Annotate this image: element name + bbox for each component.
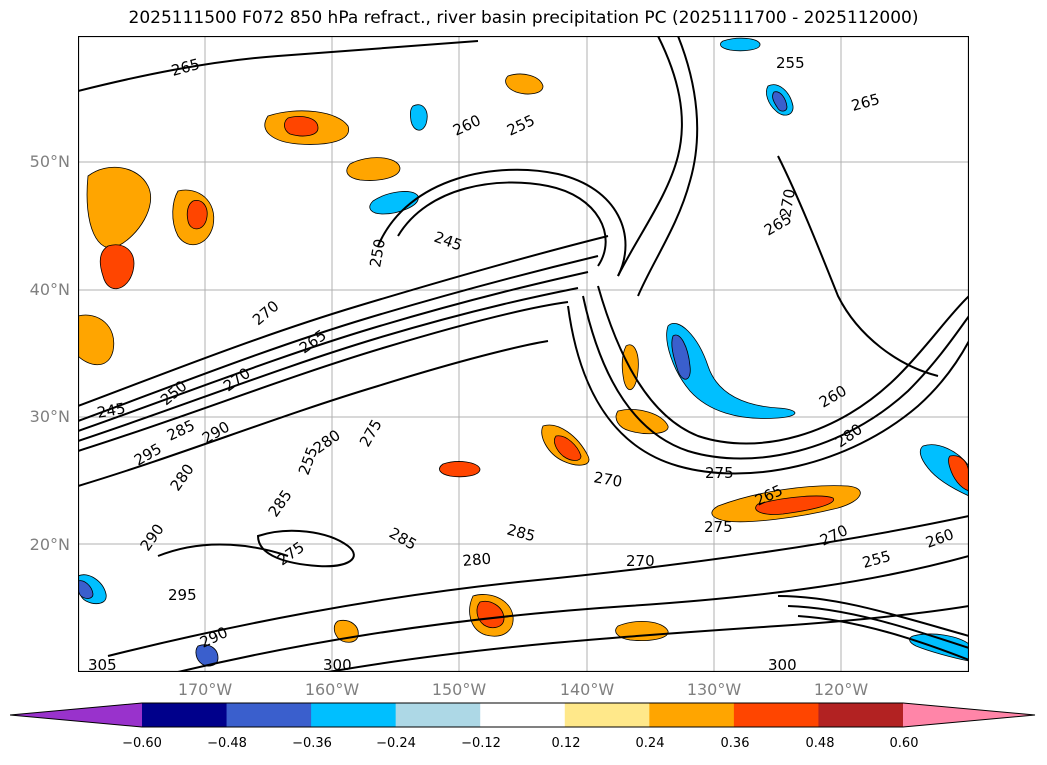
precip-blob xyxy=(99,244,135,289)
precip-blob xyxy=(86,167,151,249)
colorbar-segment xyxy=(311,703,397,727)
contour-label: 300 xyxy=(323,656,352,672)
lon-label-150w: 150°W xyxy=(431,680,487,699)
colorbar xyxy=(10,702,1036,728)
precip-blob xyxy=(439,461,481,478)
colorbar-tick-label: −0.60 xyxy=(122,736,162,751)
colorbar-segment xyxy=(226,703,312,727)
lon-label-140w: 140°W xyxy=(559,680,615,699)
contour-label: 255 xyxy=(776,54,805,72)
map-panel: 265 255 260 255 265 250 245 270 265 250 … xyxy=(78,36,969,672)
colorbar-segment xyxy=(564,703,650,727)
contour-label: 295 xyxy=(168,586,197,604)
precip-blob xyxy=(554,435,582,461)
colorbar-extend-high xyxy=(903,703,1035,727)
colorbar-tick-label: 0.60 xyxy=(889,736,919,751)
contour-label: 280 xyxy=(462,550,492,570)
lat-label-20: 20°N xyxy=(29,535,70,554)
precip-blob xyxy=(410,104,428,131)
precip-blob xyxy=(948,455,969,492)
precip-blob xyxy=(346,157,401,181)
colorbar-tick-label: −0.12 xyxy=(461,736,501,751)
precip-blob xyxy=(284,116,319,137)
precip-blob xyxy=(78,314,115,366)
precip-blob xyxy=(476,600,505,629)
colorbar-segment xyxy=(142,703,228,727)
colorbar-outline xyxy=(10,702,1036,728)
contour-label: 270 xyxy=(626,552,655,570)
lon-label-170w: 170°W xyxy=(177,680,233,699)
refractivity-contours xyxy=(78,36,969,672)
map-background xyxy=(78,36,969,672)
colorbar-tick-label: −0.36 xyxy=(292,736,332,751)
precip-blob xyxy=(369,191,419,215)
precip-blob xyxy=(195,644,219,667)
colorbar-segment xyxy=(480,703,566,727)
contour-label: 300 xyxy=(768,656,797,672)
plot-title: 2025111500 F072 850 hPa refract., river … xyxy=(128,8,919,28)
lat-label-30: 30°N xyxy=(29,407,70,426)
colorbar-tick-label: −0.24 xyxy=(376,736,416,751)
contour-label: 250 xyxy=(366,237,389,268)
colorbar-tick-label: 0.12 xyxy=(551,736,581,751)
colorbar-segment xyxy=(395,703,481,727)
colorbar-tick-label: 0.48 xyxy=(805,736,835,751)
map-frame xyxy=(78,36,969,672)
precip-blob xyxy=(719,37,761,52)
precip-blob xyxy=(772,91,788,112)
lon-label-120w: 120°W xyxy=(813,680,869,699)
precip-blob xyxy=(671,334,691,380)
precip-blobs xyxy=(78,37,969,667)
lon-label-160w: 160°W xyxy=(304,680,360,699)
contour-label: 275 xyxy=(704,518,733,536)
contour-label: 270 xyxy=(776,187,799,218)
contour-label: 305 xyxy=(88,656,117,672)
colorbar-segment xyxy=(818,703,904,727)
colorbar-tick-label: 0.36 xyxy=(720,736,750,751)
colorbar-tick-label: −0.48 xyxy=(207,736,247,751)
colorbar-extend-low xyxy=(10,703,142,727)
lat-label-40: 40°N xyxy=(29,280,70,299)
contour-label: 275 xyxy=(705,464,734,482)
contour-label: 245 xyxy=(96,399,127,422)
colorbar-segment xyxy=(649,703,735,727)
colorbar-tick-label: 0.24 xyxy=(635,736,665,751)
precip-blob xyxy=(186,200,208,230)
colorbar-segment xyxy=(733,703,819,727)
contour-label: 270 xyxy=(592,468,623,491)
lat-label-50: 50°N xyxy=(29,152,70,171)
precip-blob xyxy=(666,323,796,419)
contour-labels: 265 255 260 255 265 250 245 270 265 250 … xyxy=(88,54,956,672)
precip-blob xyxy=(755,495,834,515)
lon-label-130w: 130°W xyxy=(686,680,742,699)
precip-blob xyxy=(505,73,544,95)
